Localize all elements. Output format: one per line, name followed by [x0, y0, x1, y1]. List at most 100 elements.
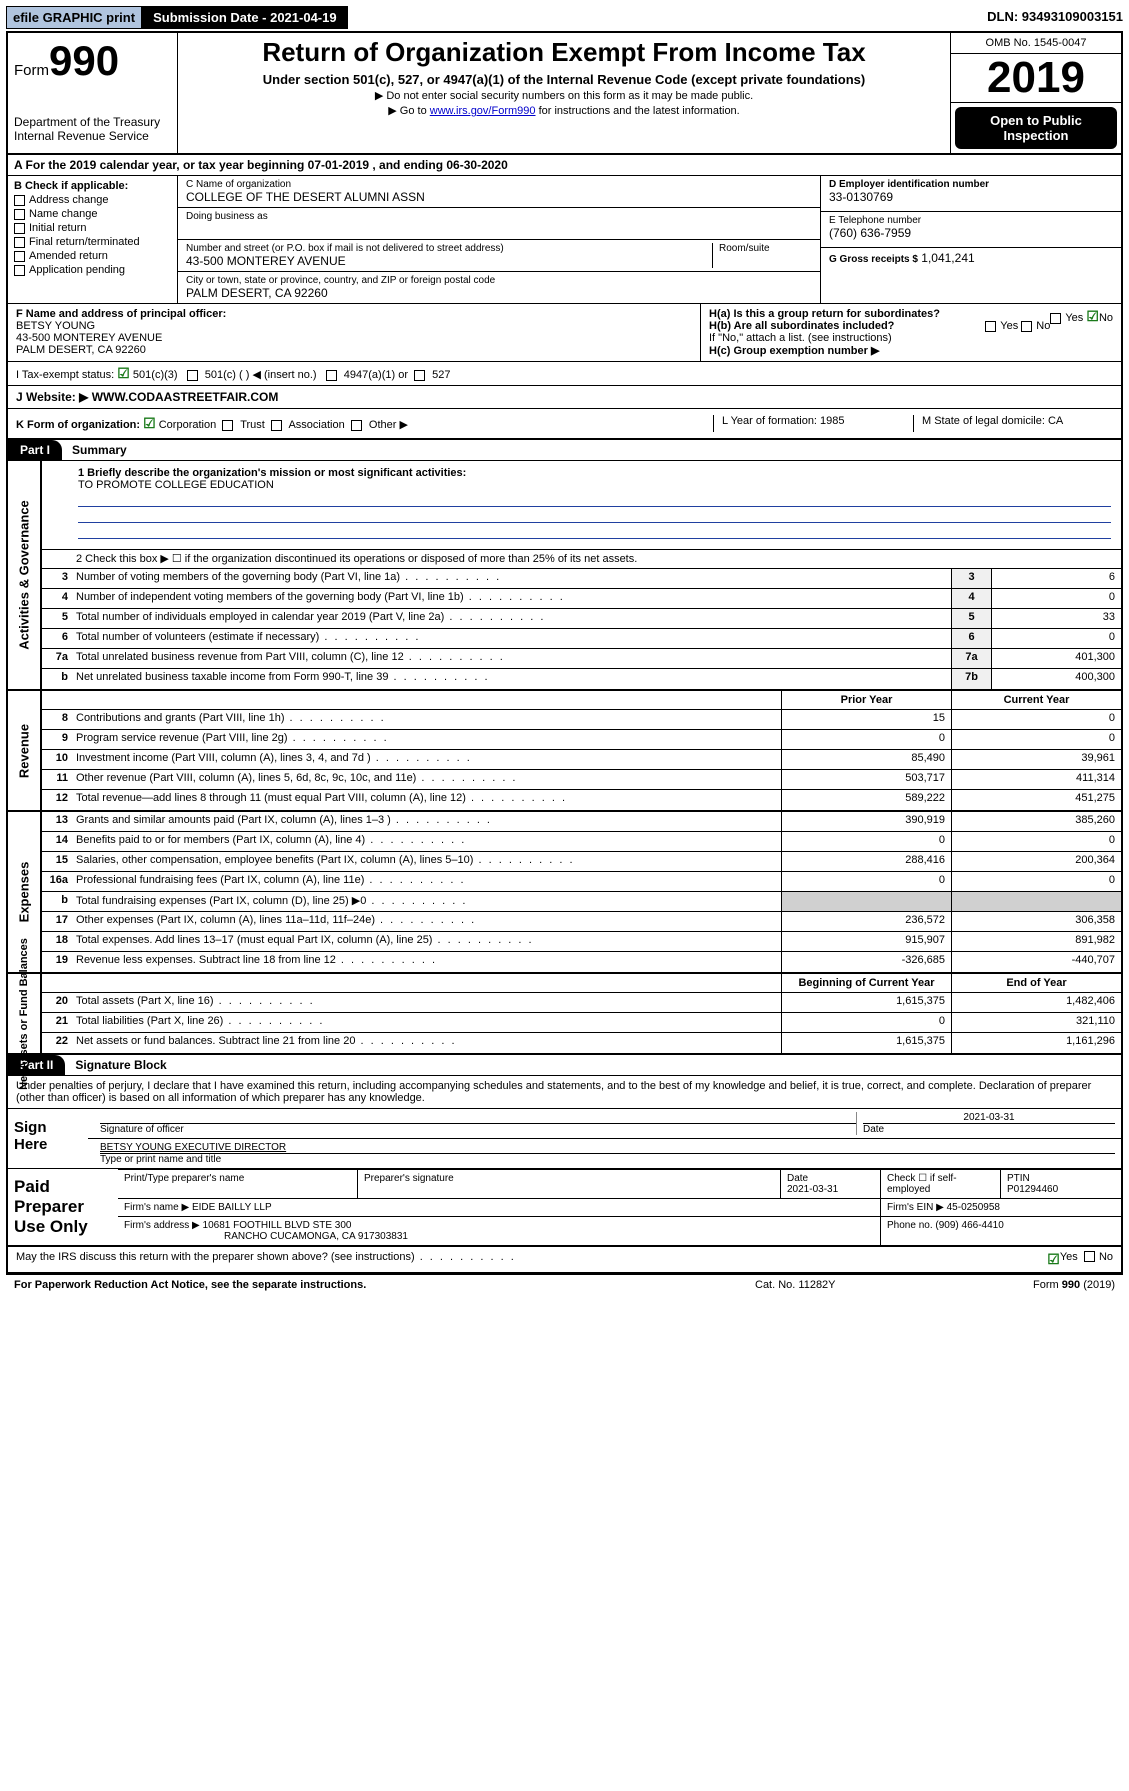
- row-current: 891,982: [951, 932, 1121, 951]
- city-label: City or town, state or province, country…: [186, 275, 812, 286]
- chk-final-return[interactable]: [14, 237, 25, 248]
- pp-ptin-val: P01294460: [1007, 1184, 1115, 1195]
- row-num: 21: [42, 1013, 72, 1032]
- form-note2: ▶ Go to www.irs.gov/Form990 for instruct…: [184, 104, 944, 117]
- telephone-label: E Telephone number: [829, 215, 1113, 226]
- l-year-formation: L Year of formation: 1985: [713, 415, 913, 432]
- form-note1: ▶ Do not enter social security numbers o…: [184, 89, 944, 102]
- ha-yes-chk[interactable]: [1050, 313, 1061, 324]
- row-value: 401,300: [991, 649, 1121, 668]
- row-current: 39,961: [951, 750, 1121, 769]
- may-irs-no-chk[interactable]: [1084, 1251, 1095, 1262]
- row-box: 6: [951, 629, 991, 648]
- row-text: Total fundraising expenses (Part IX, col…: [72, 892, 781, 911]
- chk-amended-return[interactable]: [14, 251, 25, 262]
- assoc-label: Association: [288, 419, 344, 431]
- row-current: 321,110: [951, 1013, 1121, 1032]
- row-text: Total number of volunteers (estimate if …: [72, 629, 951, 648]
- row-num: 5: [42, 609, 72, 628]
- 527-label: 527: [432, 369, 450, 381]
- summary-netassets: Net Assets or Fund Balances Beginning of…: [8, 974, 1121, 1055]
- row-num: 19: [42, 952, 72, 972]
- tax-year: 2019: [951, 54, 1121, 103]
- trust-chk[interactable]: [222, 420, 233, 431]
- row-text: Net assets or fund balances. Subtract li…: [72, 1033, 781, 1053]
- chk-initial-return[interactable]: [14, 223, 25, 234]
- 4947-chk[interactable]: [326, 370, 337, 381]
- col-b: B Check if applicable: Address change Na…: [8, 176, 178, 303]
- row-value: 0: [991, 589, 1121, 608]
- 4947-label: 4947(a)(1) or: [344, 369, 408, 381]
- pp-selfemployed: Check ☐ if self-employed: [881, 1170, 1001, 1198]
- note2-post: for instructions and the latest informat…: [536, 105, 740, 117]
- pp-ptin-lbl: PTIN: [1007, 1173, 1115, 1184]
- row-prior: 0: [781, 832, 951, 851]
- f-label: F Name and address of principal officer:: [16, 308, 692, 320]
- row-current: 451,275: [951, 790, 1121, 810]
- row-num: 15: [42, 852, 72, 871]
- submission-date-button[interactable]: Submission Date - 2021-04-19: [142, 6, 348, 29]
- chk-application-pending[interactable]: [14, 265, 25, 276]
- row-current: 0: [951, 710, 1121, 729]
- row-text: Total number of individuals employed in …: [72, 609, 951, 628]
- row-box: 5: [951, 609, 991, 628]
- row-text: Total revenue—add lines 8 through 11 (mu…: [72, 790, 781, 810]
- irs-label: Internal Revenue Service: [14, 129, 171, 143]
- website-value: WWW.CODAASTREETFAIR.COM: [92, 390, 279, 404]
- row-prior: -326,685: [781, 952, 951, 972]
- paid-preparer-label: Paid Preparer Use Only: [8, 1169, 118, 1245]
- ha-yes-lbl: Yes: [1065, 312, 1083, 324]
- row-current: [951, 892, 1121, 911]
- may-irs-discuss: May the IRS discuss this return with the…: [8, 1247, 1121, 1273]
- row-prior: 915,907: [781, 932, 951, 951]
- row-prior: 589,222: [781, 790, 951, 810]
- pp-firmname-val: EIDE BAILLY LLP: [192, 1202, 272, 1213]
- may-irs-yes: Yes: [1060, 1251, 1078, 1268]
- footer-catno: Cat. No. 11282Y: [755, 1279, 955, 1291]
- signature-date-label: Date: [863, 1123, 1115, 1135]
- table-row: 5 Total number of individuals employed i…: [42, 609, 1121, 629]
- table-row: 22 Net assets or fund balances. Subtract…: [42, 1033, 1121, 1053]
- omb-number: OMB No. 1545-0047: [951, 33, 1121, 54]
- table-row: 21 Total liabilities (Part X, line 26) 0…: [42, 1013, 1121, 1033]
- pp-date-lbl: Date: [787, 1173, 874, 1184]
- sidebar-governance-label: Activities & Governance: [17, 500, 32, 650]
- line2-text: 2 Check this box ▶ ☐ if the organization…: [72, 550, 1121, 568]
- row-current: 306,358: [951, 912, 1121, 931]
- top-bar: efile GRAPHIC print Submission Date - 20…: [6, 6, 1123, 29]
- chk-name-change[interactable]: [14, 209, 25, 220]
- may-irs-text: May the IRS discuss this return with the…: [16, 1251, 1047, 1268]
- row-num: b: [42, 892, 72, 911]
- sidebar-governance: Activities & Governance: [8, 461, 42, 689]
- hb-yes-chk[interactable]: [985, 321, 996, 332]
- officer-name: BETSY YOUNG: [16, 320, 692, 332]
- lbl-amended-return: Amended return: [29, 250, 108, 262]
- other-chk[interactable]: [351, 420, 362, 431]
- row-current: 411,314: [951, 770, 1121, 789]
- 527-chk[interactable]: [414, 370, 425, 381]
- chk-address-change[interactable]: [14, 195, 25, 206]
- row-text: Total liabilities (Part X, line 26): [72, 1013, 781, 1032]
- part2-title: Signature Block: [65, 1058, 166, 1072]
- row-text: Investment income (Part VIII, column (A)…: [72, 750, 781, 769]
- irs-form990-link[interactable]: www.irs.gov/Form990: [430, 105, 536, 117]
- assoc-chk[interactable]: [271, 420, 282, 431]
- hb-no-chk[interactable]: [1021, 321, 1032, 332]
- row-num: 9: [42, 730, 72, 749]
- street-address: 43-500 MONTEREY AVENUE: [186, 254, 712, 268]
- pp-firmaddr2: RANCHO CUCAMONGA, CA 917303831: [124, 1231, 874, 1242]
- col-c: C Name of organization COLLEGE OF THE DE…: [178, 176, 821, 303]
- row-current: 200,364: [951, 852, 1121, 871]
- part1-header: Part I Summary: [8, 440, 1121, 461]
- row-text: Revenue less expenses. Subtract line 18 …: [72, 952, 781, 972]
- row-prior: 0: [781, 872, 951, 891]
- row-text: Other expenses (Part IX, column (A), lin…: [72, 912, 781, 931]
- prior-year-hdr: Prior Year: [781, 691, 951, 709]
- efile-graphic-print-button[interactable]: efile GRAPHIC print: [6, 6, 142, 29]
- section-fh: F Name and address of principal officer:…: [8, 304, 1121, 362]
- row-text: Contributions and grants (Part VIII, lin…: [72, 710, 781, 729]
- ein-value: 33-0130769: [829, 190, 1113, 204]
- sidebar-revenue: Revenue: [8, 691, 42, 810]
- 501c-chk[interactable]: [187, 370, 198, 381]
- table-row: 13 Grants and similar amounts paid (Part…: [42, 812, 1121, 832]
